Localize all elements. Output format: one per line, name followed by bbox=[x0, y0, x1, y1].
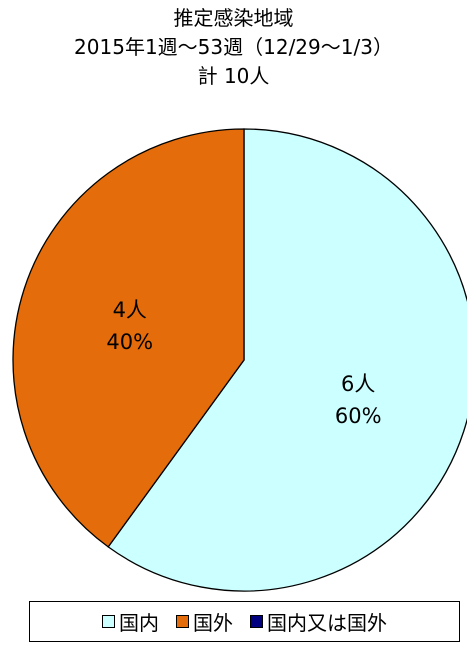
legend-label-either: 国内又は国外 bbox=[267, 611, 387, 635]
pie-slice-overseas bbox=[12, 128, 245, 548]
legend-item-either: 国内又は国外 bbox=[250, 607, 387, 636]
legend-item-domestic: 国内 bbox=[102, 607, 159, 636]
pie-chart: 6人 60% 4人 40% bbox=[12, 128, 467, 592]
legend-swatch-either bbox=[250, 615, 263, 628]
legend-label-overseas: 国外 bbox=[193, 611, 233, 635]
chart-total-label: 計 10人 bbox=[197, 64, 270, 88]
slice-percent-label-domestic: 60% bbox=[335, 404, 382, 428]
pie-slice-domestic bbox=[107, 128, 467, 592]
chart-title-block: 推定感染地域 2015年1週〜53週（12/29〜1/3） 計 10人 bbox=[0, 4, 467, 91]
legend-swatch-overseas bbox=[176, 615, 189, 628]
slice-count-label-overseas: 4人 bbox=[113, 298, 147, 322]
chart-legend: 国内 国外 国内又は国外 bbox=[29, 601, 460, 642]
slice-count-label-domestic: 6人 bbox=[341, 372, 375, 396]
legend-label-domestic: 国内 bbox=[119, 611, 159, 635]
legend-item-overseas: 国外 bbox=[176, 607, 233, 636]
legend-swatch-domestic bbox=[102, 615, 115, 628]
chart-title: 推定感染地域 bbox=[173, 6, 294, 30]
chart-subtitle: 2015年1週〜53週（12/29〜1/3） bbox=[74, 35, 393, 59]
slice-percent-label-overseas: 40% bbox=[106, 330, 153, 354]
